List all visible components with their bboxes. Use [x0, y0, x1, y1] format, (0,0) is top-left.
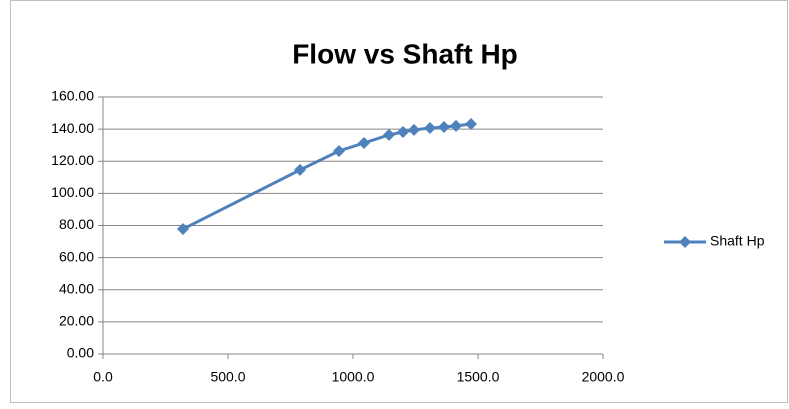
- data-point: [438, 121, 450, 134]
- data-point: [465, 117, 477, 130]
- data-point: [333, 144, 345, 157]
- x-tick-label: 0.0: [93, 369, 113, 385]
- chart-frame: [10, 0, 788, 403]
- legend-label: Shaft Hp: [710, 233, 765, 249]
- data-point: [358, 136, 370, 149]
- data-point: [383, 128, 395, 141]
- y-tick-label: 40.00: [59, 280, 94, 296]
- y-tick-label: 20.00: [59, 313, 94, 329]
- data-point: [408, 123, 420, 136]
- data-point: [450, 119, 462, 132]
- data-point: [294, 163, 306, 176]
- y-tick-label: 60.00: [59, 248, 94, 264]
- y-tick-label: 160.00: [51, 88, 94, 104]
- y-tick-label: 140.00: [51, 120, 94, 136]
- x-tick-label: 1000.0: [332, 369, 375, 385]
- y-tick-label: 80.00: [59, 216, 94, 232]
- data-point: [397, 126, 409, 139]
- x-tick-label: 500.0: [210, 369, 245, 385]
- x-tick-label: 2000.0: [582, 369, 625, 385]
- y-tick-label: 0.00: [67, 345, 94, 361]
- y-tick-label: 120.00: [51, 152, 94, 168]
- legend-marker: [679, 236, 691, 248]
- data-point: [424, 122, 436, 135]
- x-tick-label: 1500.0: [457, 369, 500, 385]
- chart-title: Flow vs Shaft Hp: [292, 38, 518, 69]
- y-tick-label: 100.00: [51, 184, 94, 200]
- data-point: [177, 223, 189, 236]
